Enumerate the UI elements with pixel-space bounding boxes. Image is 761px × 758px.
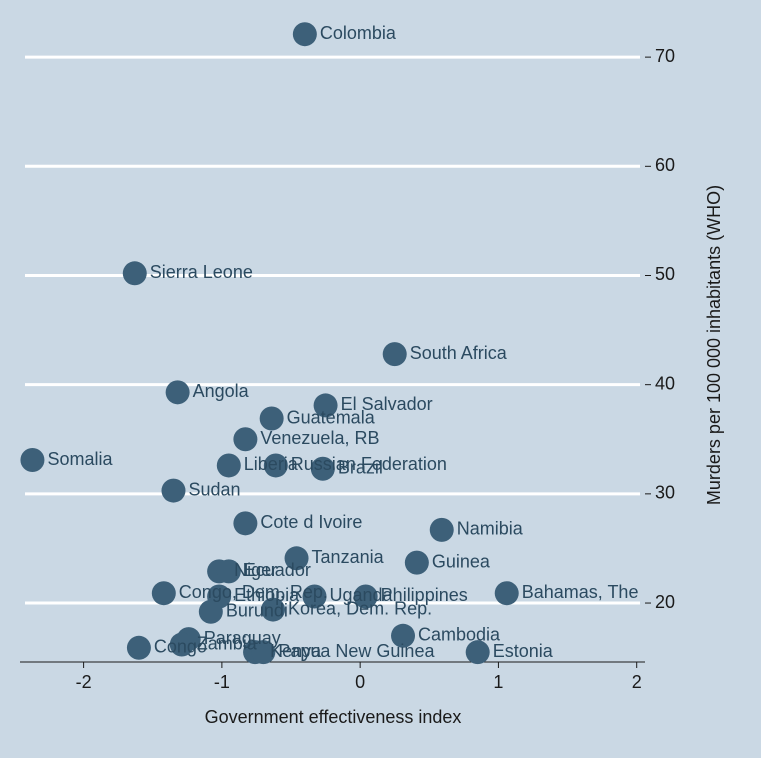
point <box>126 635 151 660</box>
point-label: Sierra Leone <box>150 262 253 282</box>
point-label: Korea, Dem. Rep. <box>288 598 432 618</box>
point-label: Kenya <box>270 641 322 661</box>
point-label: Papua New Guinea <box>278 641 435 661</box>
point <box>353 584 378 609</box>
point-label: Guinea <box>432 551 491 571</box>
point-label: Russian Federation <box>291 454 447 474</box>
point <box>465 640 490 665</box>
point <box>302 584 327 609</box>
point-label: Colombia <box>320 23 397 43</box>
x-tick-label: 0 <box>355 672 365 692</box>
x-tick-label: 1 <box>493 672 503 692</box>
point-label: Guatemala <box>287 407 376 427</box>
point <box>20 448 45 473</box>
point <box>251 640 276 665</box>
point <box>494 581 519 606</box>
y-tick-label: 40 <box>655 373 675 393</box>
y-tick-label: 30 <box>655 483 675 503</box>
x-tick-label: -1 <box>214 672 230 692</box>
point-label: Cambodia <box>418 625 501 645</box>
point-label: Namibia <box>457 519 524 539</box>
point <box>404 550 429 575</box>
point-label: Liberia <box>244 454 299 474</box>
point <box>233 511 258 536</box>
point-label: Congo, Dem. Rep. <box>179 582 328 602</box>
point-label: Zambia <box>197 633 258 653</box>
point <box>151 581 176 606</box>
y-axis-title: Murders per 100 000 inhabitants (WHO) <box>704 185 724 505</box>
point <box>284 546 309 571</box>
point-label: Uganda <box>330 585 394 605</box>
point-label: Brazil <box>338 457 383 477</box>
point <box>169 632 194 657</box>
point-label: Ecuador <box>244 560 311 580</box>
y-tick-label: 60 <box>655 155 675 175</box>
x-tick-label: 2 <box>632 672 642 692</box>
point-label: Angola <box>193 381 250 401</box>
y-tick-label: 50 <box>655 264 675 284</box>
point-label: Niger <box>234 560 277 580</box>
point-label: Paraguay <box>204 628 281 648</box>
point-label: Estonia <box>493 641 554 661</box>
point-label: Bahamas, The <box>522 582 639 602</box>
x-axis-title: Government effectiveness index <box>205 707 462 727</box>
y-tick-label: 20 <box>655 592 675 612</box>
y-tick-label: 70 <box>655 46 675 66</box>
point <box>313 393 338 418</box>
point-label: El Salvador <box>341 394 433 414</box>
point <box>161 478 186 503</box>
point <box>233 427 258 452</box>
point <box>429 517 454 542</box>
point <box>216 559 241 584</box>
point <box>122 261 147 286</box>
point-label: Sudan <box>188 479 240 499</box>
point <box>165 380 190 405</box>
point-label: Congo <box>154 637 207 657</box>
point-label: Tanzania <box>312 547 385 567</box>
point-label: Cote d Ivoire <box>260 512 362 532</box>
point-label: Venezuela, RB <box>260 428 379 448</box>
point <box>261 597 286 622</box>
point-label: Ethiopia <box>234 585 300 605</box>
point <box>198 599 223 624</box>
point <box>391 623 416 648</box>
point-label: Philippines <box>381 585 468 605</box>
point <box>216 453 241 478</box>
point-label: South Africa <box>410 343 508 363</box>
point <box>292 22 317 47</box>
point <box>382 342 407 367</box>
point-label: Burundi <box>226 601 288 621</box>
point <box>310 456 335 481</box>
x-tick-label: -2 <box>76 672 92 692</box>
point-label: Somalia <box>47 449 113 469</box>
point <box>263 453 288 478</box>
point <box>259 406 284 431</box>
